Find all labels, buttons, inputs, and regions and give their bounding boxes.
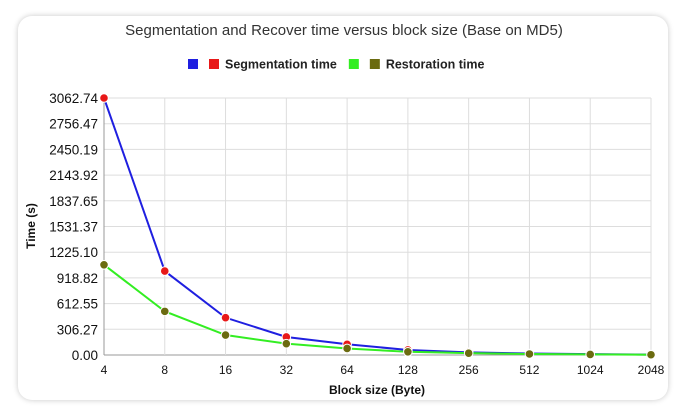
x-tick-label: 512 [519,363,539,377]
x-tick-label: 4 [101,363,108,377]
y-tick-label: 2143.92 [49,168,98,183]
y-tick-label: 0.00 [72,348,98,363]
x-axis-ticks: 4 8 16 32 64 128 256 512 1024 2048 [101,363,665,377]
grid [103,97,652,356]
legend-item[interactable]: Restoration time [348,58,485,72]
legend-item[interactable]: Segmentation time [188,58,337,72]
data-point [220,312,231,323]
y-tick-label: 612.55 [57,297,98,312]
data-point [99,93,109,103]
x-tick-label: 8 [161,363,168,377]
data-point [159,306,170,317]
y-axis-ticks: 0.00 306.27 612.55 918.82 1225.10 1531.37 1837… [49,91,98,363]
y-tick-label: 1225.10 [49,245,98,260]
data-point [281,338,292,349]
y-tick-label: 306.27 [57,322,98,337]
x-tick-label: 256 [459,363,479,377]
legend: Segmentation time Restoration time [188,58,485,72]
data-point [585,349,596,360]
y-tick-label: 1837.65 [49,194,98,209]
series-2 [99,259,656,360]
legend-line-swatch [348,59,359,69]
x-tick-label: 32 [280,363,294,377]
x-tick-label: 128 [398,363,418,377]
chart-title: Segmentation and Recover time versus blo… [125,22,563,39]
y-tick-label: 918.82 [57,271,98,286]
data-point [524,349,535,359]
x-tick-label: 2048 [638,363,665,377]
data-point [99,259,109,270]
series-layer [99,93,656,360]
data-point [220,330,231,340]
y-axis-label: Time (s) [24,203,38,249]
legend-label: Restoration time [386,58,485,72]
x-tick-label: 1024 [577,363,604,377]
x-tick-label: 64 [340,363,354,377]
y-tick-label: 3062.74 [49,91,98,106]
x-tick-label: 16 [219,363,233,377]
legend-marker-swatch [369,59,380,69]
y-tick-label: 2756.47 [49,117,98,132]
legend-label: Segmentation time [225,58,337,72]
x-axis-label: Block size (Byte) [329,383,425,397]
data-point [646,349,656,360]
data-point [463,348,474,358]
y-tick-label: 1531.37 [49,220,98,235]
data-point [403,347,413,357]
legend-line-swatch [188,59,198,69]
series-line [103,264,652,356]
data-point [159,266,170,276]
y-tick-label: 2450.19 [49,142,98,157]
chart-card [18,16,668,400]
legend-marker-swatch [209,59,219,69]
data-point [342,343,352,354]
